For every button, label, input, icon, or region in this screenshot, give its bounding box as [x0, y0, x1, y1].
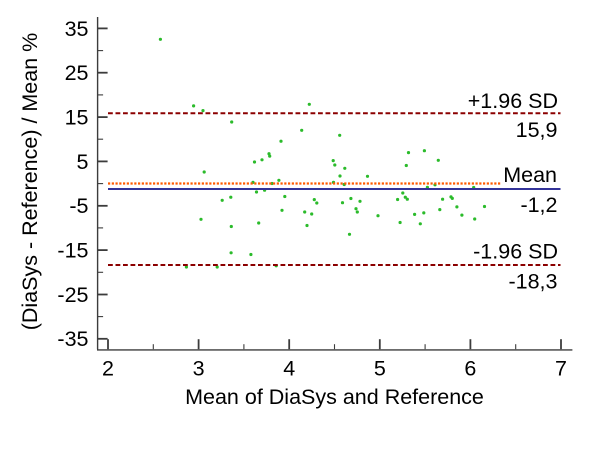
svg-text:-1,2: -1,2 [520, 193, 557, 217]
svg-text:(DiaSys - Reference) / Mean %: (DiaSys - Reference) / Mean % [18, 33, 42, 331]
svg-text:+1.96 SD: +1.96 SD [468, 89, 558, 113]
svg-text:-18,3: -18,3 [508, 270, 557, 294]
svg-text:-5: -5 [69, 194, 88, 218]
svg-text:3: 3 [193, 357, 205, 381]
svg-text:5: 5 [77, 150, 89, 174]
svg-text:6: 6 [464, 357, 476, 381]
svg-text:15: 15 [65, 106, 89, 130]
svg-text:35: 35 [65, 17, 89, 41]
svg-text:-35: -35 [57, 327, 88, 351]
svg-text:Mean: Mean [503, 163, 557, 187]
svg-text:7: 7 [555, 357, 567, 381]
svg-text:-15: -15 [57, 239, 88, 263]
svg-text:4: 4 [283, 357, 295, 381]
svg-text:25: 25 [65, 61, 89, 85]
svg-text:15,9: 15,9 [516, 118, 558, 142]
svg-text:-25: -25 [57, 283, 88, 307]
svg-text:Mean of DiaSys and Reference: Mean of DiaSys and Reference [185, 385, 484, 409]
svg-text:5: 5 [374, 357, 386, 381]
svg-text:-1.96 SD: -1.96 SD [473, 239, 558, 263]
svg-text:2: 2 [102, 357, 114, 381]
